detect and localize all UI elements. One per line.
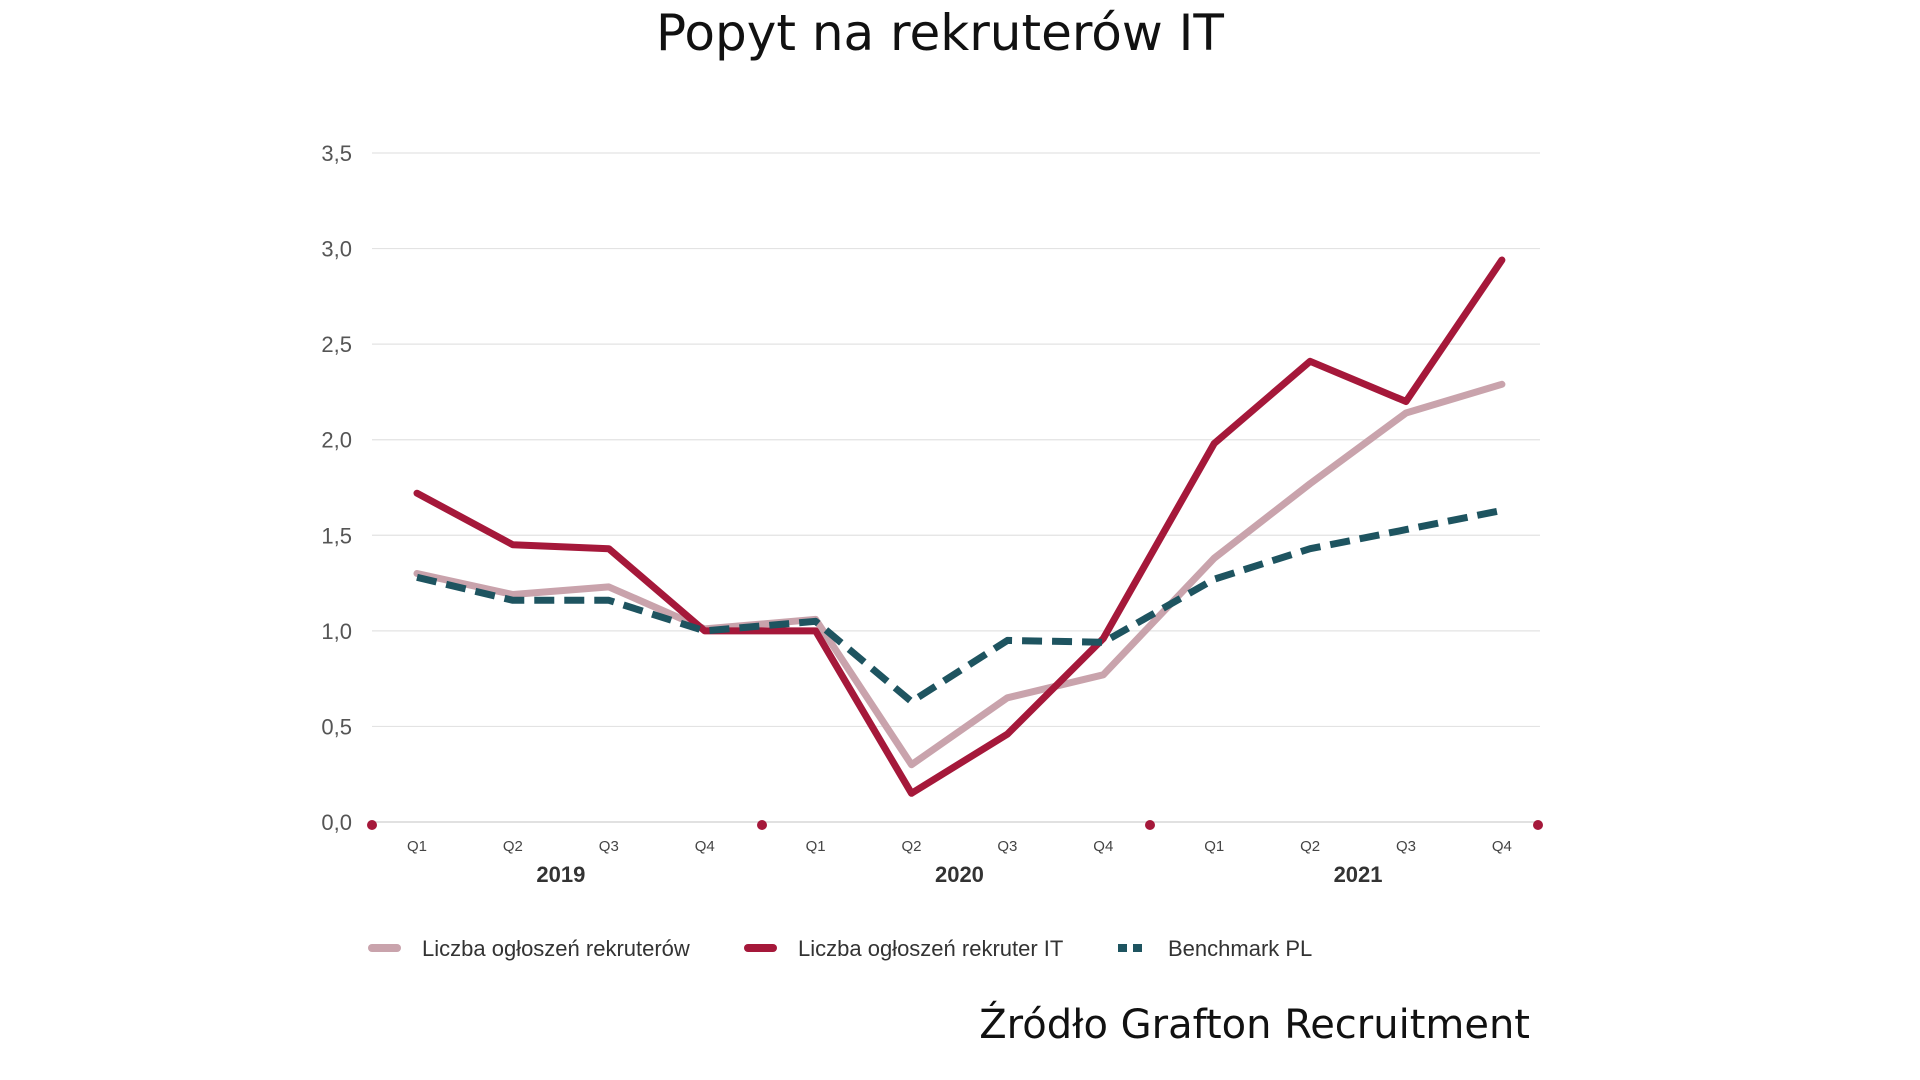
year-boundary-marker [1533,820,1543,830]
chart-title: Popyt na rekruterów IT [656,4,1224,62]
x-tick-label: Q3 [997,838,1017,855]
x-axis-ticks: Q1 Q2 Q3 Q4 Q1 Q2 Q3 Q4 Q1 Q2 Q3 Q4 2019 2020 2021 [407,838,1512,887]
y-tick-label: 1,5 [321,523,352,548]
y-tick-label: 2,0 [321,428,352,453]
x-tick-label: Q1 [1204,838,1224,855]
x-tick-label: Q3 [599,838,619,855]
y-tick-label: 0,5 [321,714,352,739]
x-tick-label: Q4 [695,838,715,855]
x-tick-label: Q4 [1492,838,1512,855]
legend-label: Liczba ogłoszeń rekruter IT [798,936,1063,961]
year-label: 2020 [935,862,984,887]
y-tick-label: 3,0 [321,237,352,262]
series-line [413,380,1506,769]
year-boundary-marker [757,820,767,830]
x-tick-label: Q2 [901,838,921,855]
legend: Liczba ogłoszeń rekruterów Liczba ogłosze… [368,936,1312,961]
source-note: Źródło Grafton Recruitment [979,1002,1530,1048]
x-tick-label: Q1 [806,838,826,855]
x-tick-label: Q3 [1396,838,1416,855]
y-tick-label: 0,0 [321,810,352,835]
x-tick-label: Q2 [503,838,523,855]
legend-label: Liczba ogłoszeń rekruterów [422,936,690,961]
x-tick-label: Q4 [1093,838,1113,855]
series-line [416,506,1503,706]
year-label: 2021 [1334,862,1383,887]
year-boundary-marker [367,820,377,830]
y-tick-label: 3,5 [321,141,352,166]
x-tick-label: Q2 [1300,838,1320,855]
year-label: 2019 [536,862,585,887]
series-line [413,256,1506,797]
y-tick-label: 2,5 [321,332,352,357]
year-boundary-markers [367,820,1543,830]
legend-label: Benchmark PL [1168,936,1312,961]
y-axis-ticks: 0,0 0,5 1,0 1,5 2,0 2,5 3,0 3,5 [321,141,352,835]
x-tick-label: Q1 [407,838,427,855]
y-tick-label: 1,0 [321,619,352,644]
year-boundary-marker [1145,820,1155,830]
series-lines [413,256,1506,797]
grid-lines [372,152,1540,823]
